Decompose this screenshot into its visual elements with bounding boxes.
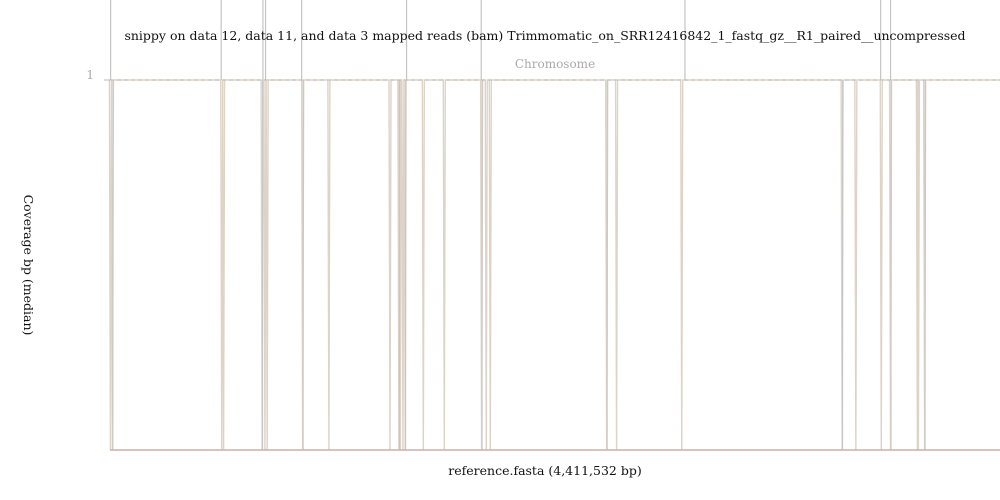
y-tick-label: 1 — [86, 68, 94, 82]
x-axis-label: reference.fasta (4,411,532 bp) — [448, 463, 641, 478]
series-label: Chromosome — [515, 57, 595, 71]
chart-title: snippy on data 12, data 11, and data 3 m… — [124, 28, 965, 43]
coverage-line — [108, 79, 1000, 451]
y-axis-label: Coverage bp (median) — [21, 195, 36, 336]
y-axis-ticks: 1 — [86, 68, 110, 82]
coverage-series — [108, 0, 1000, 451]
